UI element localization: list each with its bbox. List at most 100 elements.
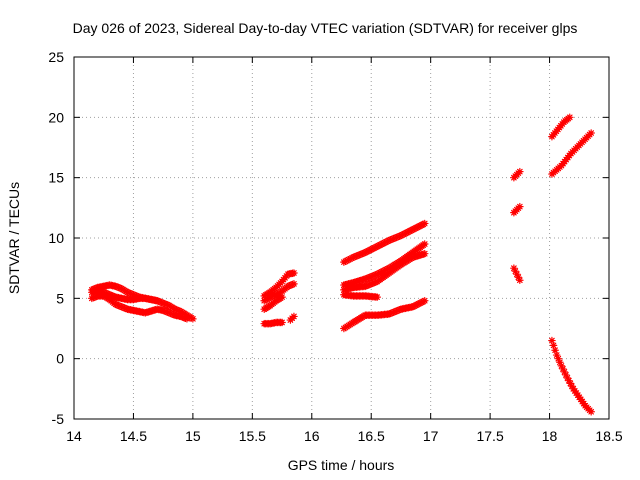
data-point bbox=[510, 264, 518, 272]
data-point bbox=[101, 289, 110, 297]
data-point bbox=[367, 272, 376, 281]
series-arc-3-bottom bbox=[340, 296, 429, 333]
data-point bbox=[104, 290, 112, 298]
x-tick-label: 15.5 bbox=[239, 428, 266, 444]
data-point bbox=[166, 309, 175, 318]
data-point bbox=[172, 305, 181, 314]
data-point bbox=[391, 234, 399, 242]
data-point bbox=[180, 313, 188, 322]
data-point bbox=[92, 292, 101, 301]
data-point bbox=[389, 308, 398, 317]
data-point bbox=[563, 374, 572, 382]
x-tick-label: 18 bbox=[542, 428, 558, 444]
y-axis-label: SDTVAR / TECUs bbox=[6, 182, 22, 294]
data-point bbox=[513, 270, 521, 278]
data-point bbox=[290, 312, 298, 321]
data-point bbox=[362, 274, 371, 283]
data-point bbox=[357, 250, 365, 259]
data-point bbox=[516, 202, 524, 211]
data-point bbox=[511, 267, 520, 275]
data-point bbox=[168, 310, 176, 318]
grid-lines bbox=[74, 57, 609, 419]
series-arc-3-top bbox=[340, 219, 429, 266]
series-arc-2-b bbox=[260, 280, 298, 305]
data-point bbox=[349, 253, 358, 262]
data-point bbox=[288, 280, 297, 289]
data-point bbox=[364, 281, 373, 289]
data-point bbox=[420, 219, 429, 228]
data-point bbox=[113, 301, 121, 309]
data-points bbox=[88, 113, 595, 416]
data-point bbox=[385, 310, 393, 318]
x-tick-label: 17 bbox=[423, 428, 439, 444]
data-point bbox=[88, 294, 96, 303]
tick-labels: 14 14.5 15 15.5 16 16.5 17 17.5 18 18.5 -5 0 5 10 15 20… bbox=[48, 49, 622, 444]
data-point bbox=[565, 113, 574, 122]
data-point bbox=[117, 302, 126, 311]
data-point bbox=[160, 307, 169, 315]
data-point bbox=[110, 292, 118, 301]
data-point bbox=[373, 293, 381, 301]
y-tick-label: 10 bbox=[48, 230, 64, 246]
data-point bbox=[548, 336, 556, 345]
x-tick-label: 17.5 bbox=[476, 428, 503, 444]
data-point bbox=[361, 282, 370, 291]
data-point bbox=[278, 318, 286, 327]
data-point bbox=[175, 307, 184, 315]
data-point bbox=[285, 281, 294, 290]
data-point bbox=[352, 252, 361, 260]
data-point bbox=[189, 315, 197, 323]
data-point bbox=[154, 297, 163, 306]
data-point bbox=[587, 129, 595, 137]
data-point bbox=[559, 365, 567, 373]
data-point bbox=[551, 346, 559, 355]
data-point bbox=[565, 376, 573, 385]
data-point bbox=[171, 305, 179, 313]
series-arc-4-c bbox=[510, 264, 524, 285]
data-point bbox=[354, 251, 362, 260]
data-point bbox=[395, 305, 404, 314]
y-tick-label: 25 bbox=[48, 49, 64, 65]
data-point bbox=[125, 289, 133, 297]
data-point bbox=[178, 313, 187, 321]
data-point bbox=[394, 306, 402, 315]
data-point bbox=[549, 341, 558, 350]
series-arc-3-third bbox=[340, 249, 429, 294]
data-point bbox=[156, 298, 164, 306]
data-point bbox=[284, 282, 292, 291]
data-point bbox=[169, 310, 178, 319]
data-point bbox=[395, 232, 404, 240]
data-point bbox=[129, 290, 138, 299]
data-point bbox=[113, 283, 121, 291]
data-point bbox=[162, 300, 170, 309]
x-tick-label: 14 bbox=[66, 428, 82, 444]
data-point bbox=[359, 249, 368, 257]
y-tick-label: 20 bbox=[48, 109, 64, 125]
data-point bbox=[351, 252, 359, 261]
data-point bbox=[552, 351, 561, 359]
data-point bbox=[102, 289, 111, 298]
x-tick-label: 18.5 bbox=[595, 428, 622, 444]
data-point bbox=[362, 281, 371, 290]
data-point bbox=[114, 301, 123, 310]
data-point bbox=[361, 275, 370, 283]
data-point bbox=[287, 281, 295, 289]
data-point bbox=[389, 234, 398, 243]
data-point bbox=[420, 240, 429, 248]
x-tick-label: 16.5 bbox=[358, 428, 385, 444]
series-arc-3-fourth bbox=[340, 290, 381, 301]
data-point bbox=[163, 301, 172, 309]
data-point bbox=[116, 284, 124, 292]
data-point bbox=[560, 368, 569, 376]
data-point bbox=[174, 306, 182, 315]
y-tick-label: 0 bbox=[56, 351, 64, 367]
y-tick-label: -5 bbox=[52, 411, 65, 427]
data-point bbox=[557, 362, 566, 370]
data-point bbox=[159, 299, 167, 307]
data-point bbox=[556, 358, 564, 367]
data-point bbox=[181, 314, 190, 323]
data-point bbox=[105, 290, 114, 299]
data-point bbox=[157, 298, 166, 307]
data-point bbox=[355, 251, 364, 259]
